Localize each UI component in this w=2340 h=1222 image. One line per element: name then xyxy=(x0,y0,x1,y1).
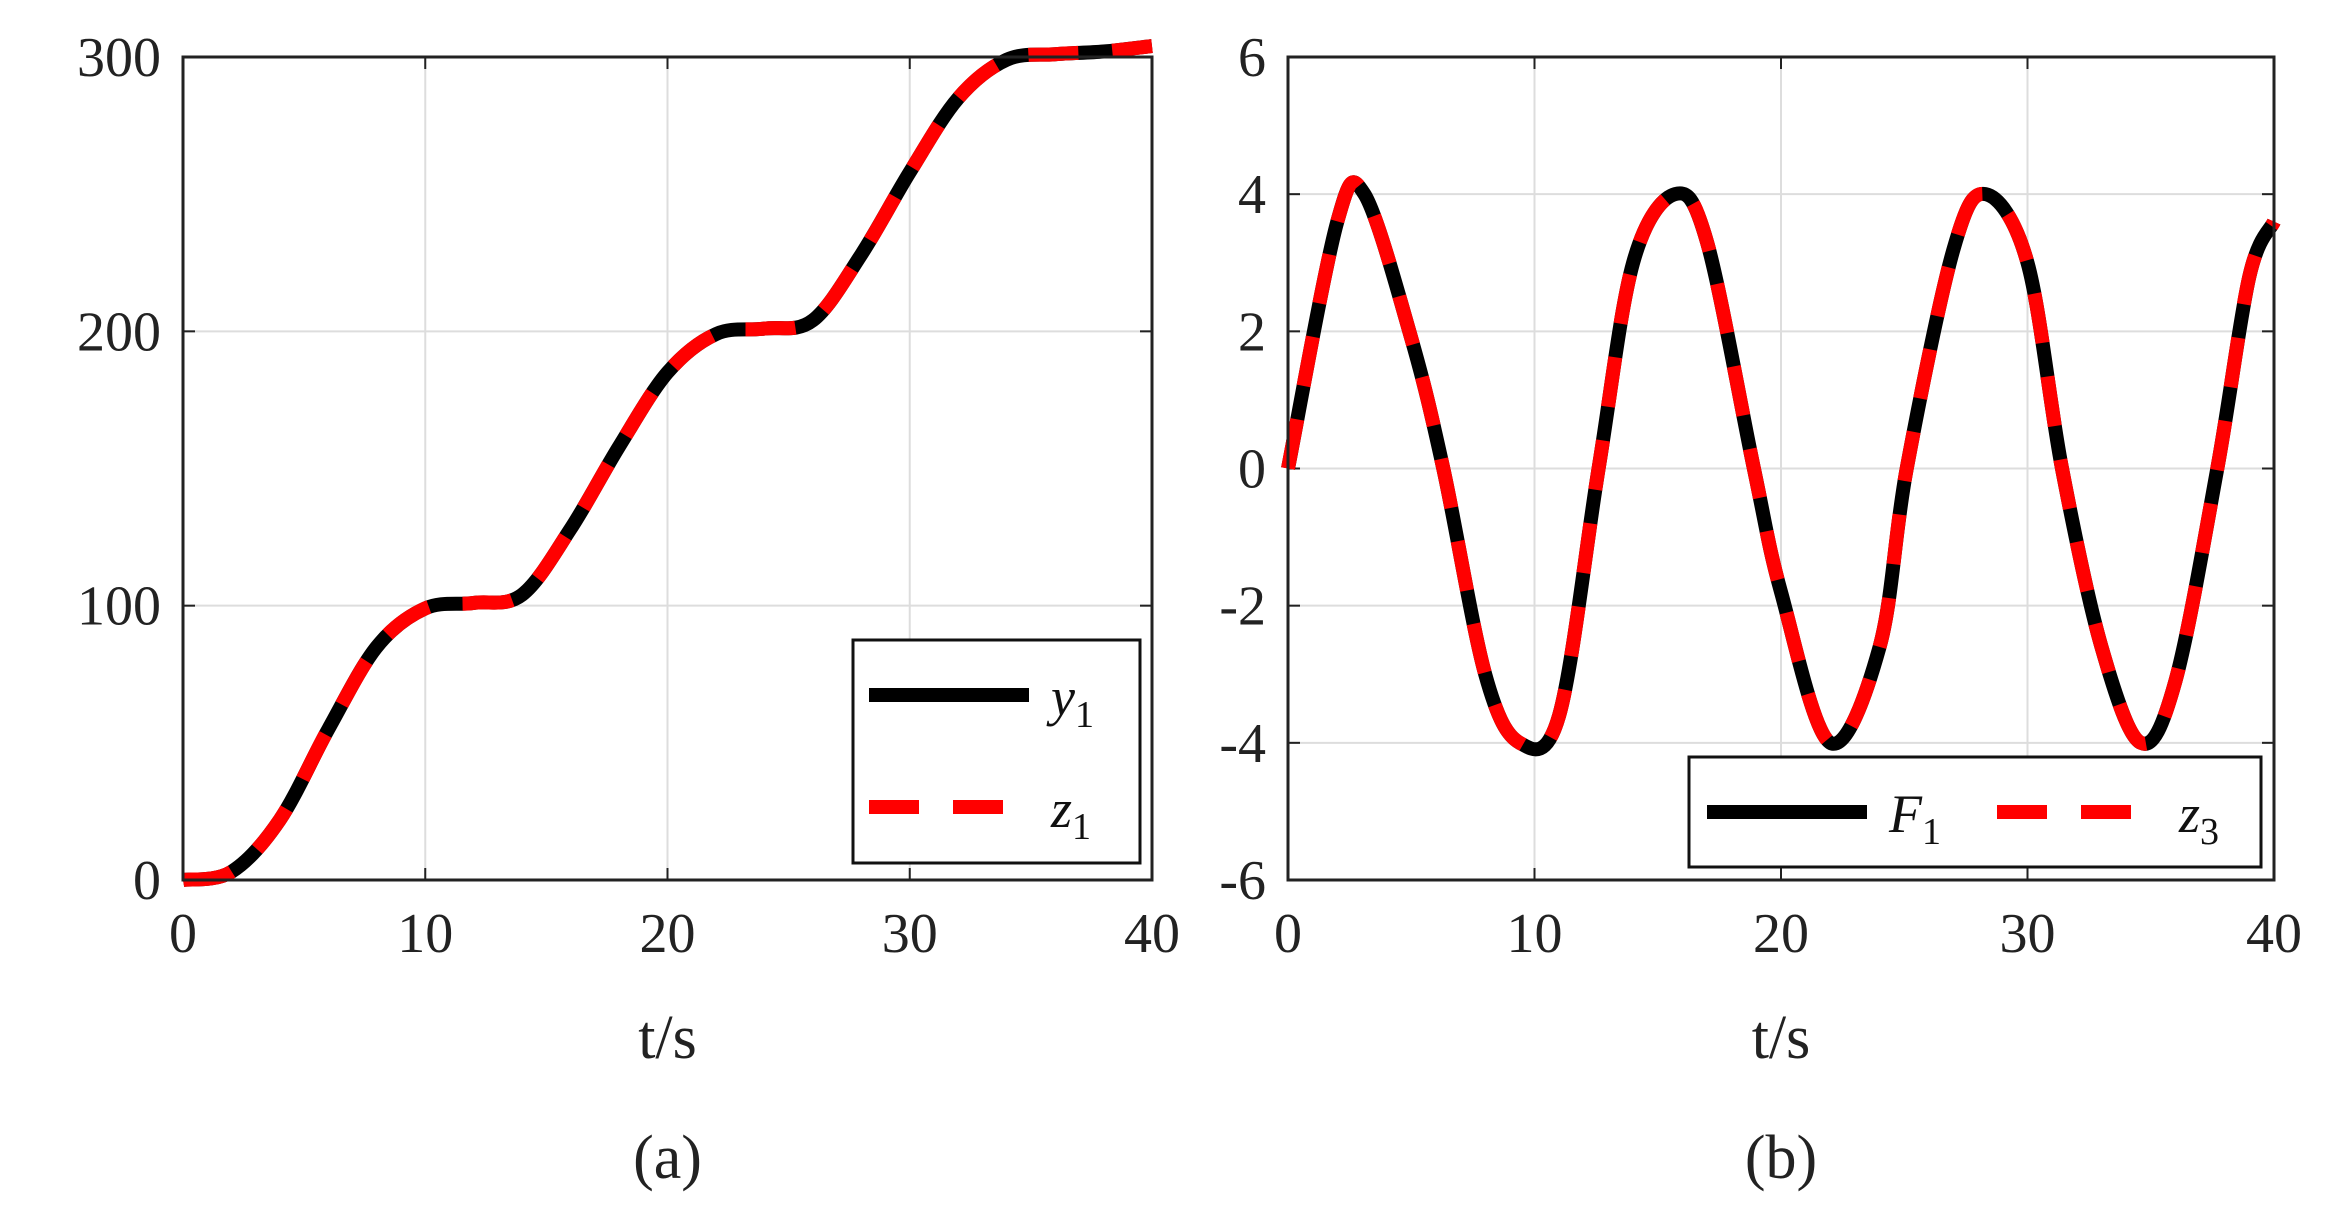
y-tick-label: 0 xyxy=(133,850,161,912)
x-tick-label: 0 xyxy=(169,903,197,965)
x-tick-label: 40 xyxy=(1124,903,1180,965)
x-tick-label: 30 xyxy=(2000,903,2056,965)
legend-label-subscript: 3 xyxy=(2200,811,2219,853)
x-tick-label: 20 xyxy=(640,903,696,965)
panel-caption: (a) xyxy=(633,1124,702,1192)
x-axis-label: t/s xyxy=(638,1004,697,1072)
panel-caption: (b) xyxy=(1745,1124,1817,1192)
x-tick-label: 20 xyxy=(1753,903,1809,965)
x-tick-label: 10 xyxy=(397,903,453,965)
x-tick-label: 30 xyxy=(882,903,938,965)
axes-box xyxy=(181,55,1154,882)
x-tick-label: 40 xyxy=(2246,903,2302,965)
series-line-z1 xyxy=(181,39,1153,887)
y-tick-label: 6 xyxy=(1238,27,1266,89)
y-tick-label: 4 xyxy=(1238,164,1266,226)
y-tick-label: -6 xyxy=(1219,850,1266,912)
y-tick-label: 0 xyxy=(1238,439,1266,501)
y-tick-label: -4 xyxy=(1219,713,1266,775)
x-tick-label: 0 xyxy=(1274,903,1302,965)
x-axis-label: t/s xyxy=(1752,1004,1811,1072)
y-tick-label: 100 xyxy=(77,576,161,638)
legend-label-subscript: 1 xyxy=(1072,806,1091,848)
legend-box xyxy=(851,638,1142,865)
panel-b: 0 10 20 30 40 -6 -4 -2 0 2 4 6 t/s (b) F1 z3 xyxy=(1219,27,2302,1192)
series-line-z3 xyxy=(1281,175,2281,757)
legend-label-subscript: 1 xyxy=(1922,811,1941,853)
axes-box xyxy=(1286,55,2276,882)
y-tick-label: 300 xyxy=(77,27,161,89)
legend-label-subscript: 1 xyxy=(1075,694,1094,736)
x-tick-label: 10 xyxy=(1507,903,1563,965)
y-tick-label: -2 xyxy=(1219,576,1266,638)
y-tick-label: 2 xyxy=(1238,301,1266,363)
y-tick-label: 200 xyxy=(77,301,161,363)
legend: F1 z3 xyxy=(1687,755,2263,869)
